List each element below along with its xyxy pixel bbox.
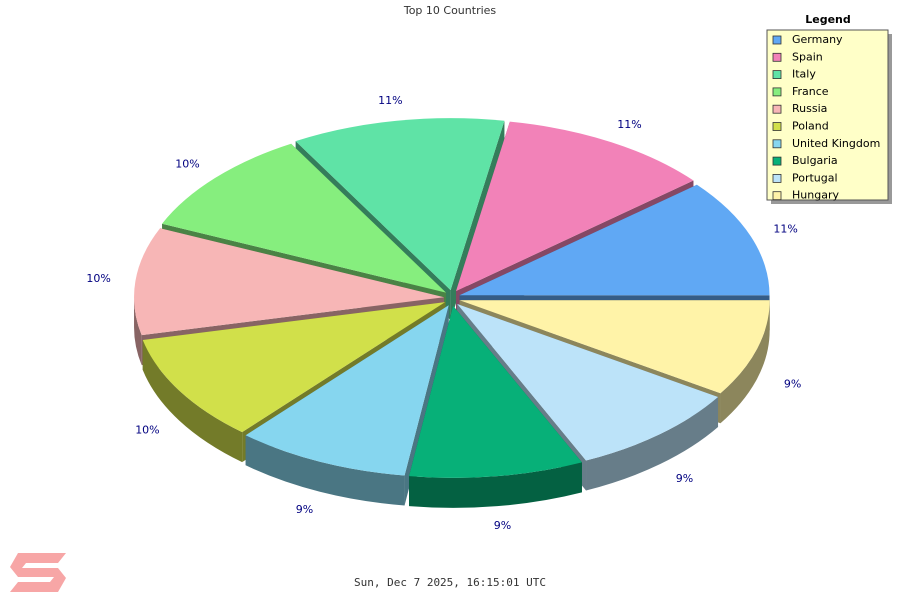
legend-label: Portugal xyxy=(792,171,838,184)
slice-side xyxy=(134,297,142,366)
legend-label: Poland xyxy=(792,120,829,133)
slice xyxy=(142,302,446,433)
legend-swatch xyxy=(772,156,782,166)
legend-label: France xyxy=(792,85,829,98)
legend-swatch xyxy=(772,139,782,149)
data-label: 11% xyxy=(378,94,402,107)
data-label: 11% xyxy=(617,118,641,131)
legend-label: Italy xyxy=(792,68,816,81)
data-label: 9% xyxy=(296,503,313,516)
slice xyxy=(456,121,694,292)
chart-title: Top 10 Countries xyxy=(403,4,497,17)
data-label: 9% xyxy=(676,472,693,485)
legend-swatch xyxy=(772,122,782,131)
slice xyxy=(162,143,447,293)
slice-side xyxy=(245,435,405,506)
slice xyxy=(245,305,449,476)
legend-label: Russia xyxy=(792,102,827,115)
legend-swatch xyxy=(772,104,782,114)
slice xyxy=(134,228,445,336)
slice-tops xyxy=(134,118,770,478)
legend-label: Spain xyxy=(792,50,823,63)
data-label: 9% xyxy=(494,519,511,532)
slice xyxy=(295,118,505,291)
legend-swatch xyxy=(772,35,782,45)
slice-side xyxy=(409,462,582,508)
data-label: 10% xyxy=(86,272,110,285)
legend-swatch xyxy=(772,191,782,201)
slice xyxy=(457,304,719,461)
legend-label: United Kingdom xyxy=(792,137,880,150)
legend-swatch xyxy=(772,70,782,79)
slice-side xyxy=(720,300,770,424)
slice-side xyxy=(142,340,243,463)
data-label: 11% xyxy=(773,223,797,236)
legend-label: Bulgaria xyxy=(792,154,838,167)
legend-label: Germany xyxy=(792,33,843,46)
data-label: 10% xyxy=(175,158,199,171)
legend-title: Legend xyxy=(805,13,851,26)
legend-label: Hungary xyxy=(792,189,839,202)
legend-swatch xyxy=(772,87,782,97)
logo xyxy=(10,553,66,592)
slice xyxy=(409,305,582,478)
data-label: 10% xyxy=(135,424,159,437)
timestamp: Sun, Dec 7 2025, 16:15:01 UTC xyxy=(354,576,546,589)
legend-swatch xyxy=(772,173,782,183)
slice xyxy=(459,184,770,296)
slice xyxy=(459,300,770,394)
slice-side xyxy=(586,397,719,491)
data-label: 9% xyxy=(784,377,801,390)
legend-box xyxy=(766,29,889,201)
legend-swatch xyxy=(772,52,782,62)
